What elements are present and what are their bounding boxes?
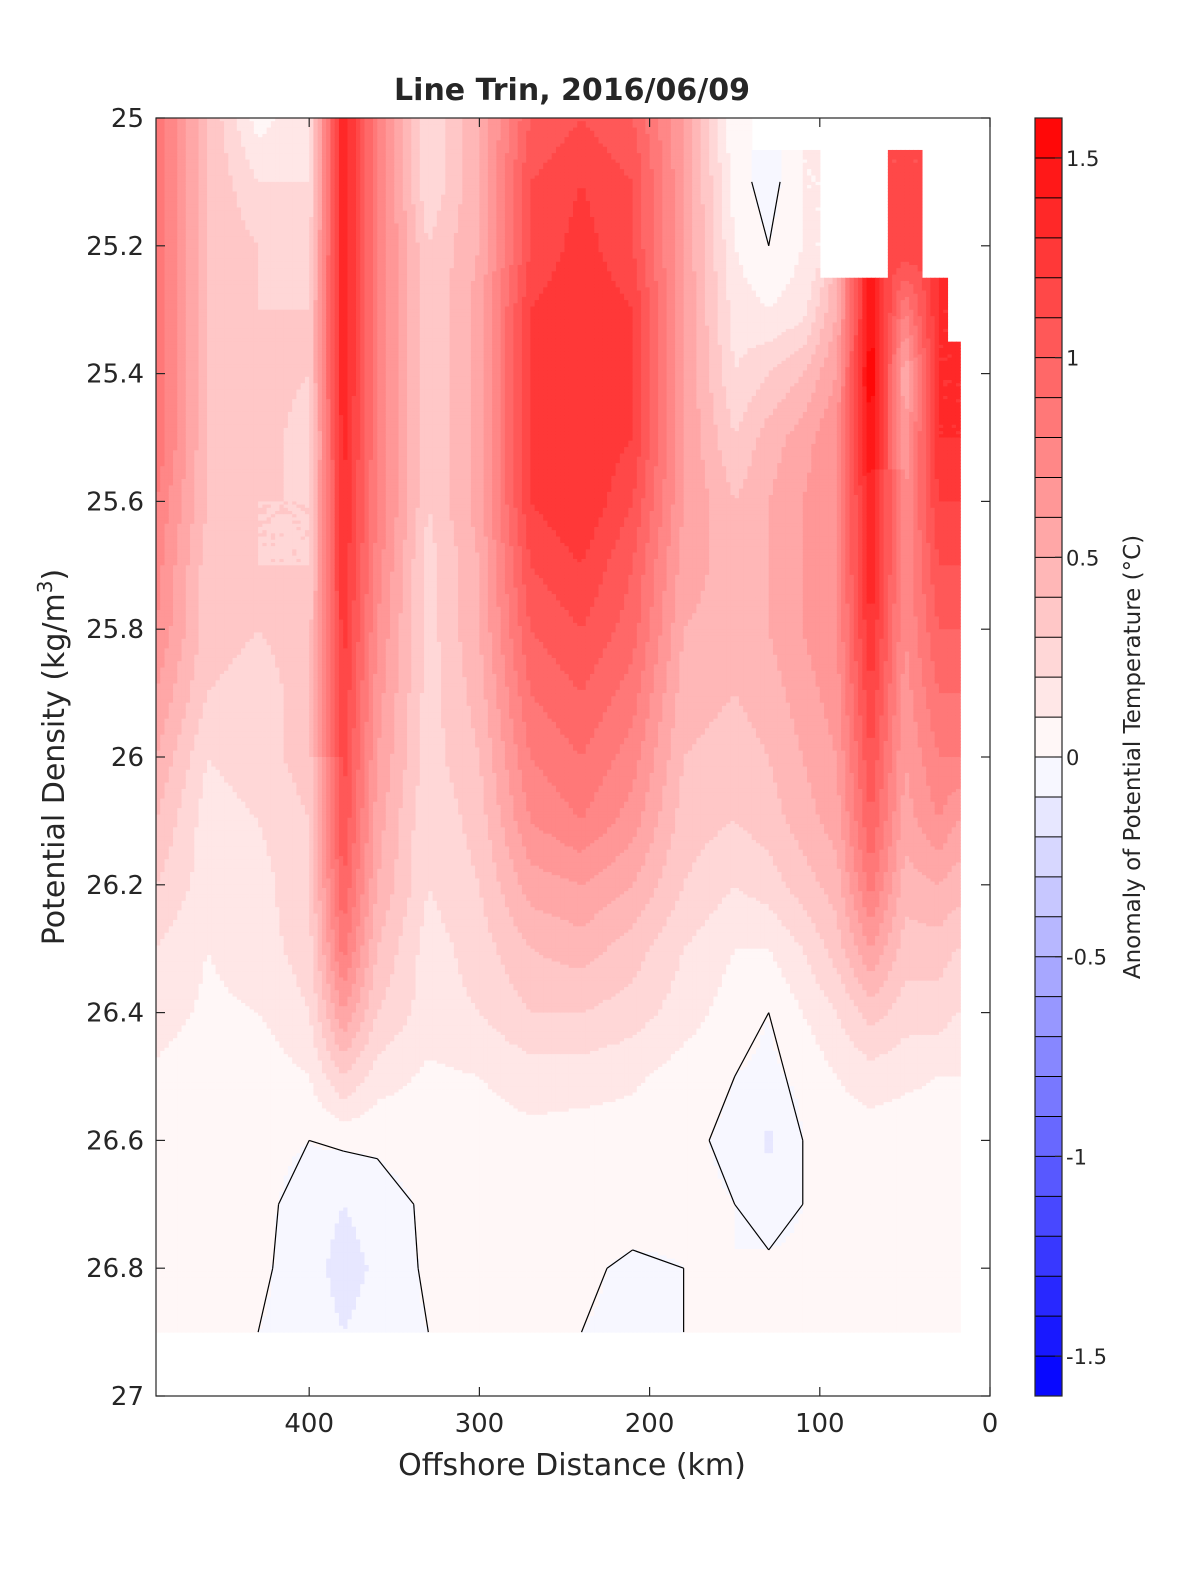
contour-fill	[156, 118, 961, 1333]
figure: Line Trin, 2016/06/09 400 300 200 100 0 2525…	[0, 0, 1200, 1575]
contour-cell	[165, 1329, 170, 1333]
contour-cell	[160, 1329, 165, 1333]
contour-cell	[156, 1329, 161, 1333]
contour-cell	[169, 1329, 174, 1333]
chart-title: Line Trin, 2016/06/09	[394, 73, 750, 108]
contour-cell	[173, 1329, 178, 1333]
